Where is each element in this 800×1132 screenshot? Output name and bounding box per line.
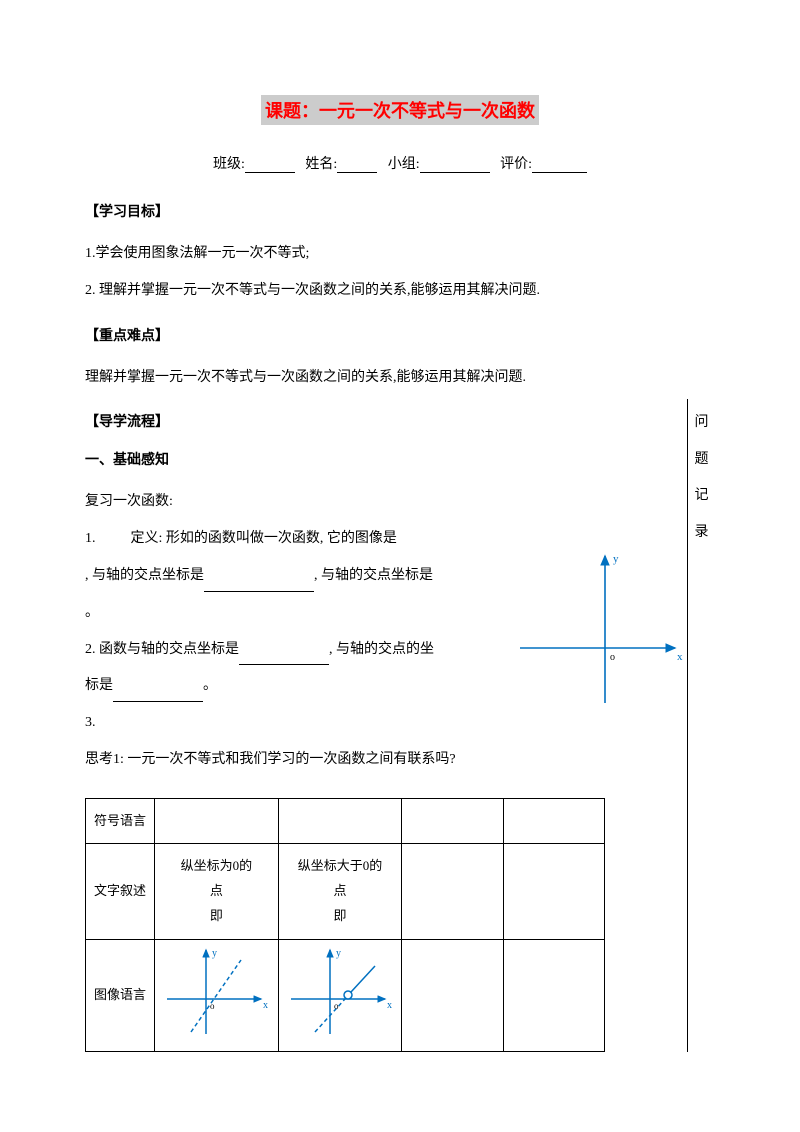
side-c1: 问: [688, 405, 715, 441]
row2-c4: [503, 844, 604, 939]
name-blank[interactable]: [337, 157, 377, 173]
q1-num: 1.: [85, 531, 96, 546]
row2-c1: 纵坐标为0的 点 即: [155, 844, 279, 939]
row3-graph1: x y o: [155, 939, 279, 1052]
q2-a: 2. 函数与轴的交点坐标是: [85, 642, 239, 657]
row1-c4: [503, 798, 604, 844]
row3-graph4: [503, 939, 604, 1052]
row2-c3: [402, 844, 503, 939]
q2-d: 。: [203, 678, 217, 693]
class-label: 班级:: [213, 157, 245, 172]
base-heading: 一、基础感知: [85, 449, 675, 469]
page-title: 课题：一元一次不等式与一次函数: [261, 95, 539, 125]
side-c3: 记: [688, 478, 715, 514]
row1-c3: [402, 798, 503, 844]
q2-c: 标是: [85, 678, 113, 693]
q2-blank2[interactable]: [113, 686, 203, 702]
review-heading: 复习一次函数:: [85, 487, 675, 518]
eval-label: 评价:: [500, 157, 532, 172]
side-c2: 题: [688, 442, 715, 478]
keypoints-heading: 【重点难点】: [85, 325, 715, 345]
q1-d: , 与轴的交点坐标是: [314, 568, 433, 583]
y-axis-label: y: [613, 553, 619, 565]
origin-label: o: [610, 652, 615, 663]
q1-blank1[interactable]: [204, 576, 314, 592]
q1-def: 定义: 形如的函数叫做一次函数, 它的图像是: [131, 531, 397, 546]
row3-label: 图像语言: [86, 939, 155, 1052]
svg-text:x: x: [387, 1000, 392, 1011]
q1-e: 。: [85, 605, 99, 620]
row1-c1: [155, 798, 279, 844]
side-c4: 录: [688, 515, 715, 551]
svg-text:o: o: [334, 1001, 339, 1011]
header-fields: 班级: 姓名: 小组: 评价:: [85, 153, 715, 173]
row2-label: 文字叙述: [86, 844, 155, 939]
objective-1: 1.学会使用图象法解一元一次不等式;: [85, 239, 715, 270]
svg-text:y: y: [336, 948, 341, 959]
svg-text:o: o: [210, 1001, 215, 1011]
group-blank[interactable]: [420, 157, 490, 173]
row1-c2: [278, 798, 402, 844]
sidebar-notes: 问 题 记 录: [687, 399, 715, 1052]
think1: 思考1: 一元一次不等式和我们学习的一次函数之间有联系吗?: [85, 745, 675, 776]
group-label: 小组:: [388, 157, 420, 172]
svg-text:x: x: [263, 1000, 268, 1011]
eval-blank[interactable]: [532, 157, 587, 173]
row1-label: 符号语言: [86, 798, 155, 844]
objectives-heading: 【学习目标】: [85, 201, 715, 221]
comparison-table: 符号语言 文字叙述 纵坐标为0的 点 即 纵坐标大于0的 点 即: [85, 798, 605, 1052]
q2-blank1[interactable]: [239, 649, 329, 665]
keypoints-text: 理解并掌握一元一次不等式与一次函数之间的关系,能够运用其解决问题.: [85, 363, 715, 394]
row3-graph2: x y o: [278, 939, 402, 1052]
objective-2: 2. 理解并掌握一元一次不等式与一次函数之间的关系,能够运用其解决问题.: [85, 276, 715, 307]
class-blank[interactable]: [245, 157, 295, 173]
x-axis-label: x: [677, 651, 683, 663]
q2-b: , 与轴的交点的坐: [329, 642, 434, 657]
flow-heading: 【导学流程】: [85, 411, 675, 431]
row2-c2: 纵坐标大于0的 点 即: [278, 844, 402, 939]
name-label: 姓名:: [305, 157, 337, 172]
svg-text:y: y: [212, 948, 217, 959]
q1-c: , 与轴的交点坐标是: [85, 568, 204, 583]
coordinate-axis-large: x y o: [515, 548, 685, 713]
row3-graph3: [402, 939, 503, 1052]
